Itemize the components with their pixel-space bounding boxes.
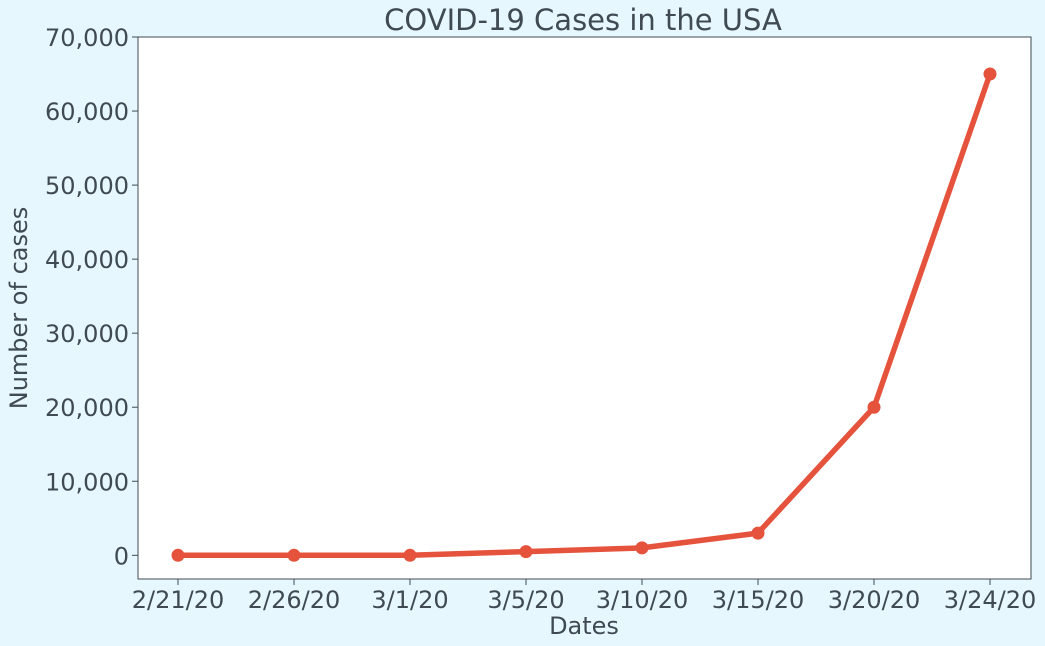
data-point xyxy=(751,526,765,540)
y-tick-label: 20,000 xyxy=(45,394,129,422)
x-tick-label: 2/21/20 xyxy=(132,586,225,614)
y-tick-label: 70,000 xyxy=(45,24,129,52)
y-tick-label: 30,000 xyxy=(45,320,129,348)
series-line xyxy=(175,71,993,559)
y-tick-label: 0 xyxy=(114,542,129,570)
y-tick-label: 60,000 xyxy=(45,98,129,126)
plot-area xyxy=(137,36,1032,580)
y-axis: 0 10,000 20,000 30,000 40,000 50,000 60,000 70,… xyxy=(45,24,138,570)
y-tick-label: 50,000 xyxy=(45,172,129,200)
y-tick-label: 40,000 xyxy=(45,246,129,274)
data-point xyxy=(171,548,185,562)
y-tick-label: 10,000 xyxy=(45,468,129,496)
x-tick-label: 2/26/20 xyxy=(248,586,341,614)
x-tick-label: 3/20/20 xyxy=(828,586,921,614)
x-tick-label: 3/1/20 xyxy=(371,586,448,614)
data-point xyxy=(403,548,417,562)
data-point xyxy=(983,67,997,81)
x-axis: 2/21/20 2/26/20 3/1/20 3/5/20 3/10/20 3/15/20… xyxy=(132,579,1037,614)
data-point xyxy=(519,545,533,559)
x-tick-label: 3/24/20 xyxy=(944,586,1037,614)
data-point xyxy=(287,548,301,562)
chart-title: COVID-19 Cases in the USA xyxy=(384,3,782,37)
x-tick-label: 3/10/20 xyxy=(596,586,689,614)
data-point xyxy=(635,541,649,555)
series-group xyxy=(171,67,997,562)
y-axis-label: Number of cases xyxy=(5,207,33,409)
data-point xyxy=(867,400,881,414)
x-tick-label: 3/5/20 xyxy=(487,586,564,614)
x-axis-label: Dates xyxy=(549,612,619,640)
x-tick-label: 3/15/20 xyxy=(712,586,805,614)
